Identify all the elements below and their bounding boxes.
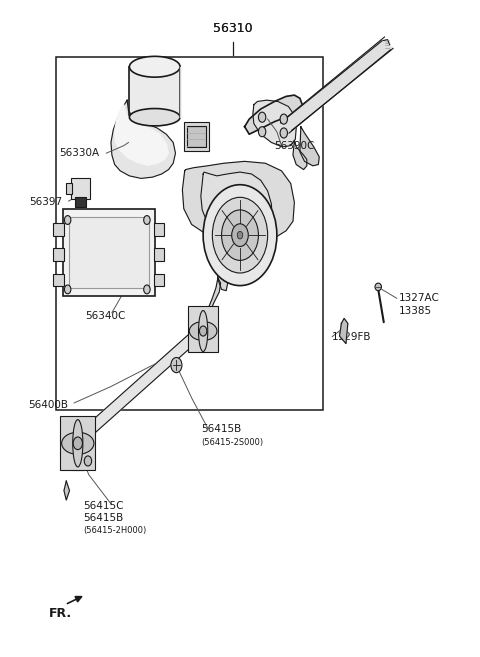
Text: 56415B: 56415B: [84, 512, 123, 523]
Text: (56415-2H000): (56415-2H000): [84, 526, 146, 535]
Polygon shape: [201, 172, 272, 239]
FancyBboxPatch shape: [154, 273, 164, 286]
FancyBboxPatch shape: [187, 126, 206, 147]
FancyBboxPatch shape: [154, 248, 164, 261]
Polygon shape: [300, 127, 319, 166]
Circle shape: [144, 285, 150, 294]
Circle shape: [222, 210, 258, 260]
Ellipse shape: [73, 420, 83, 467]
Text: 56400B: 56400B: [29, 401, 69, 411]
Polygon shape: [339, 319, 348, 344]
Circle shape: [258, 127, 266, 137]
Polygon shape: [280, 41, 393, 131]
Circle shape: [203, 185, 277, 286]
Polygon shape: [382, 39, 390, 50]
Polygon shape: [293, 141, 307, 170]
Circle shape: [73, 437, 83, 449]
Ellipse shape: [130, 108, 180, 126]
Polygon shape: [198, 278, 221, 334]
Ellipse shape: [199, 311, 208, 351]
Circle shape: [212, 197, 268, 273]
Circle shape: [64, 215, 71, 225]
Text: 56390C: 56390C: [275, 141, 315, 150]
Circle shape: [200, 326, 207, 336]
Text: 56340C: 56340C: [85, 311, 126, 321]
Text: 13385: 13385: [399, 306, 432, 317]
Polygon shape: [217, 242, 228, 290]
Circle shape: [64, 285, 71, 294]
Text: 56415B: 56415B: [201, 424, 241, 434]
Ellipse shape: [130, 57, 180, 77]
FancyBboxPatch shape: [53, 248, 64, 261]
Circle shape: [280, 128, 288, 138]
FancyBboxPatch shape: [184, 122, 209, 150]
Ellipse shape: [375, 283, 382, 290]
FancyBboxPatch shape: [60, 416, 96, 470]
Circle shape: [232, 224, 248, 246]
Polygon shape: [245, 95, 302, 134]
Ellipse shape: [189, 321, 217, 340]
Text: 56310: 56310: [213, 22, 253, 35]
Polygon shape: [76, 324, 204, 447]
FancyBboxPatch shape: [72, 179, 90, 198]
Polygon shape: [115, 104, 168, 165]
FancyBboxPatch shape: [188, 306, 218, 352]
Ellipse shape: [61, 432, 94, 455]
Text: 56310: 56310: [213, 22, 253, 35]
Circle shape: [237, 231, 243, 239]
Text: 56330A: 56330A: [60, 148, 99, 158]
Text: 1129FB: 1129FB: [332, 332, 372, 342]
FancyBboxPatch shape: [130, 67, 180, 117]
FancyBboxPatch shape: [66, 183, 72, 194]
Circle shape: [144, 215, 150, 225]
Circle shape: [171, 357, 182, 373]
Polygon shape: [111, 100, 176, 179]
Polygon shape: [64, 481, 70, 500]
Text: (56415-2S000): (56415-2S000): [201, 438, 263, 447]
FancyBboxPatch shape: [75, 197, 86, 208]
FancyBboxPatch shape: [69, 217, 149, 288]
Polygon shape: [253, 100, 296, 147]
Text: 1327AC: 1327AC: [399, 293, 440, 304]
Circle shape: [258, 112, 266, 122]
Text: 56397: 56397: [29, 197, 62, 208]
FancyBboxPatch shape: [53, 223, 64, 236]
Text: 56415C: 56415C: [84, 501, 124, 511]
Bar: [56, 57, 323, 411]
FancyBboxPatch shape: [154, 223, 164, 236]
FancyBboxPatch shape: [53, 273, 64, 286]
FancyBboxPatch shape: [63, 209, 155, 296]
Circle shape: [280, 114, 288, 124]
Circle shape: [84, 456, 92, 466]
Text: FR.: FR.: [49, 607, 72, 620]
Polygon shape: [182, 162, 294, 243]
